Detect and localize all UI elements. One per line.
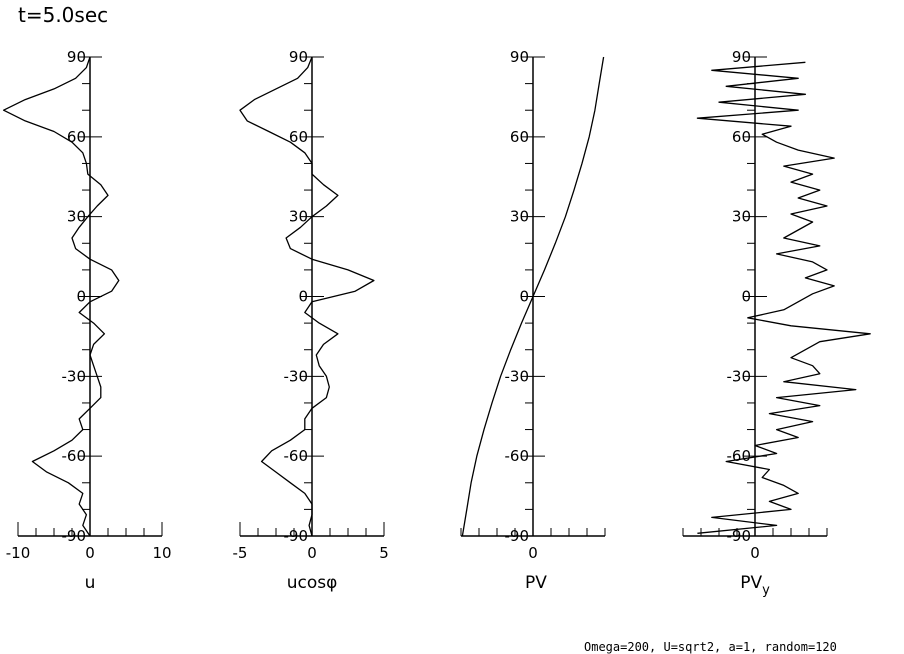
- series-line: [239, 56, 375, 537]
- series-line: [2, 56, 120, 537]
- y-tick-label: 0: [519, 288, 529, 306]
- footer-params: Omega=200, U=sqrt2, a=1, random=120: [584, 640, 837, 654]
- y-tick-label: 0: [76, 288, 86, 306]
- x-tick-label: 0: [528, 544, 538, 562]
- x-axis-label: u: [85, 573, 96, 593]
- x-axis-label-subscript: y: [762, 583, 770, 598]
- y-tick-label: -30: [505, 367, 530, 385]
- series-line: [696, 61, 871, 534]
- chart-title: t=5.0sec: [18, 3, 108, 27]
- y-tick-label: -60: [62, 447, 87, 465]
- x-tick-label: -10: [6, 544, 31, 562]
- y-tick-label: 60: [289, 128, 308, 146]
- x-tick-label: -5: [233, 544, 248, 562]
- y-tick-label: 30: [510, 208, 529, 226]
- series-line: [461, 56, 605, 537]
- y-tick-label: 60: [67, 128, 86, 146]
- x-axis-label: ucosφ: [287, 573, 338, 593]
- x-tick-label: 10: [152, 544, 171, 562]
- y-tick-label: 0: [741, 288, 751, 306]
- y-tick-label: 60: [510, 128, 529, 146]
- x-tick-label: 0: [307, 544, 317, 562]
- y-tick-label: 30: [289, 208, 308, 226]
- x-tick-label: 0: [85, 544, 95, 562]
- y-tick-label: -30: [62, 367, 87, 385]
- y-tick-label: 90: [67, 48, 86, 66]
- x-axis-label: PV: [525, 573, 547, 593]
- x-axis-label: PVy: [740, 573, 770, 598]
- y-tick-label: -30: [284, 367, 309, 385]
- y-tick-label: 90: [510, 48, 529, 66]
- y-tick-label: 0: [298, 288, 308, 306]
- y-tick-label: 90: [289, 48, 308, 66]
- y-tick-label: -30: [727, 367, 752, 385]
- y-tick-label: 30: [67, 208, 86, 226]
- y-tick-label: 30: [732, 208, 751, 226]
- y-tick-label: 90: [732, 48, 751, 66]
- y-tick-label: -60: [505, 447, 530, 465]
- y-tick-label: 60: [732, 128, 751, 146]
- y-tick-label: -60: [284, 447, 309, 465]
- x-tick-label: 5: [379, 544, 389, 562]
- x-tick-label: 0: [750, 544, 760, 562]
